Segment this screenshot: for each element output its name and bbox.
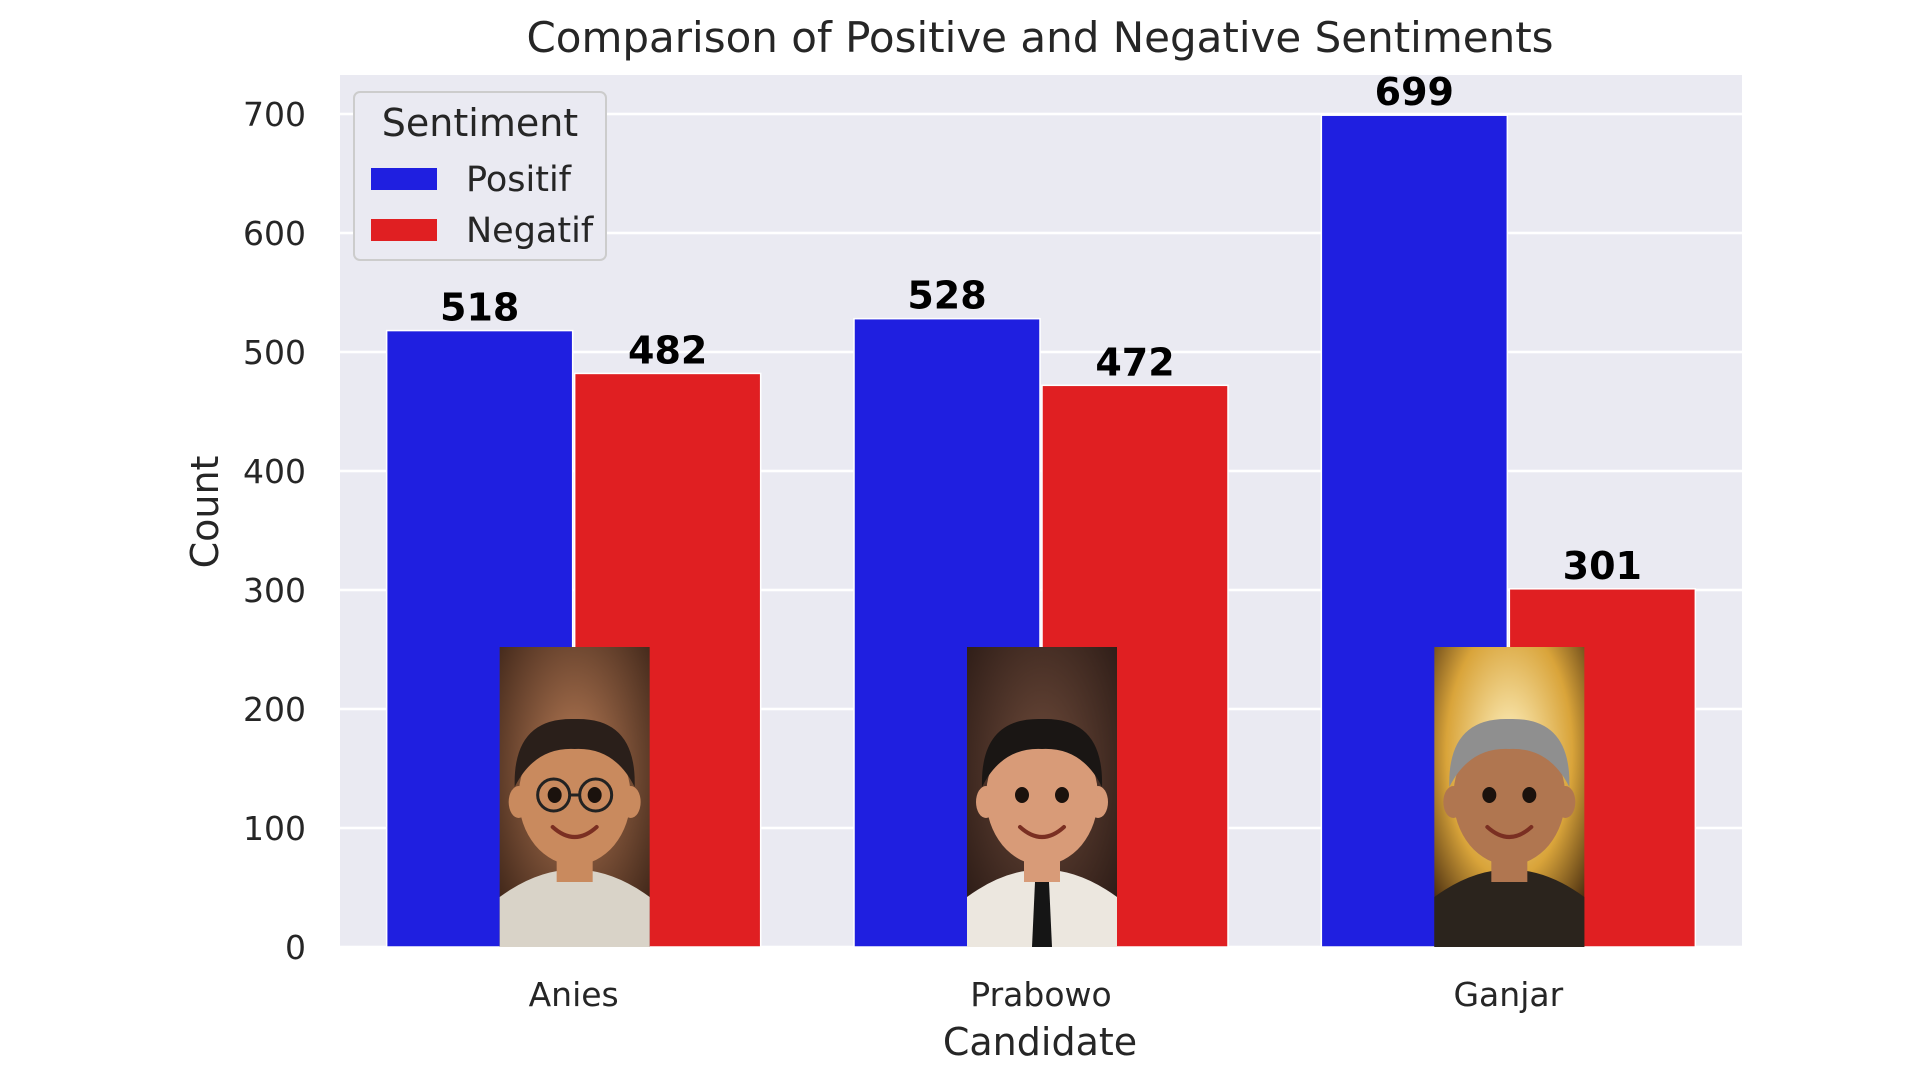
data-label-negatif-ganjar: 301 (1563, 544, 1642, 588)
x-tick-label-prabowo: Prabowo (970, 975, 1111, 1014)
y-tick-label: 700 (243, 95, 306, 134)
legend-swatch-positif (371, 168, 437, 190)
y-tick-label: 600 (243, 214, 306, 253)
portrait-icon (499, 647, 650, 947)
data-label-positif-anies: 518 (440, 286, 519, 330)
data-label-negatif-prabowo: 472 (1095, 340, 1174, 384)
y-tick-label: 200 (243, 690, 306, 729)
y-axis-label: Count (183, 456, 227, 569)
legend-label-negatif: Negatif (466, 211, 594, 251)
data-label-negatif-anies: 482 (628, 328, 707, 372)
legend-title: Sentiment (382, 101, 578, 145)
y-tick-label: 400 (243, 452, 306, 491)
x-axis-label: Candidate (943, 1020, 1137, 1064)
legend-frame (353, 91, 607, 261)
x-tick-label-ganjar: Ganjar (1453, 975, 1563, 1014)
portrait-icon (967, 647, 1117, 947)
y-tick-label: 0 (285, 928, 306, 967)
y-tick-label: 300 (243, 571, 306, 610)
y-tick-label: 100 (243, 809, 306, 848)
chart-title: Comparison of Positive and Negative Sent… (526, 13, 1553, 62)
legend-label-positif: Positif (466, 160, 572, 200)
y-tick-labels: 0 100 200 300 400 500 600 700 (243, 95, 306, 967)
portrait-icon (1434, 647, 1585, 947)
legend: Sentiment Positif Negatif (353, 91, 607, 261)
data-label-positif-prabowo: 528 (907, 274, 986, 318)
y-tick-label: 500 (243, 333, 306, 372)
data-label-positif-ganjar: 699 (1375, 70, 1454, 114)
x-tick-label-anies: Anies (529, 975, 619, 1014)
x-tick-labels: Anies Prabowo Ganjar (529, 975, 1564, 1014)
legend-swatch-negatif (371, 219, 437, 241)
data-labels-group: 518 482 528 472 699 301 (440, 70, 1642, 588)
portraits-group (499, 647, 1585, 947)
